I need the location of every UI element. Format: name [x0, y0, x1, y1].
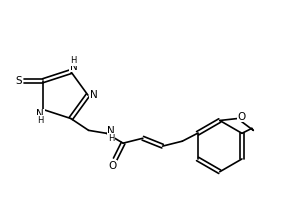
Text: N: N: [70, 62, 78, 72]
Text: H: H: [70, 56, 77, 65]
Text: S: S: [15, 76, 22, 86]
Text: H: H: [108, 134, 115, 143]
Text: H: H: [37, 116, 44, 125]
Text: O: O: [237, 112, 246, 122]
Text: O: O: [108, 161, 116, 171]
Text: N: N: [36, 109, 44, 119]
Text: N: N: [90, 90, 98, 100]
Text: N: N: [107, 126, 115, 136]
